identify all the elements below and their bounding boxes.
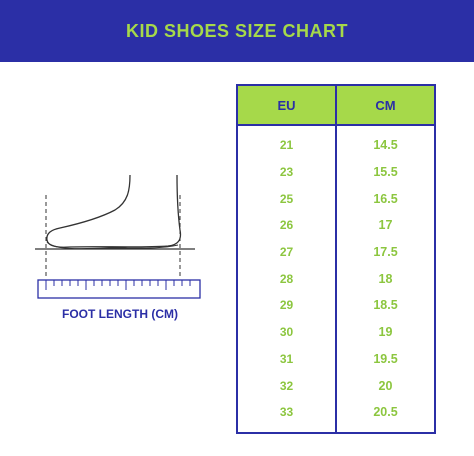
column-header-eu: EU: [277, 97, 296, 113]
eu-cell: 31: [279, 351, 294, 366]
eu-cell: 29: [279, 298, 294, 313]
eu-cell: 21: [279, 138, 294, 153]
size-table: EU CM 21 23 25 26 27 28 29 30 31 32 33 1…: [236, 84, 436, 434]
cm-cell: 14.5: [373, 138, 398, 153]
eu-cell: 30: [279, 325, 294, 340]
cm-cell: 18: [378, 271, 393, 286]
cm-cell: 17: [378, 218, 393, 233]
cm-column: 14.5 15.5 16.5 17 17.5 18 18.5 19 19.5 2…: [335, 126, 434, 432]
cm-cell: 20: [378, 378, 393, 393]
cm-cell: 19: [378, 325, 393, 340]
eu-cell: 26: [279, 218, 294, 233]
table-body: 21 23 25 26 27 28 29 30 31 32 33 14.5 15…: [238, 126, 434, 432]
table-header: EU CM: [238, 86, 434, 126]
cm-cell: 15.5: [373, 165, 398, 180]
eu-cell: 27: [279, 245, 294, 260]
eu-cell: 25: [279, 191, 294, 206]
eu-cell: 28: [279, 271, 294, 286]
cm-cell: 19.5: [373, 351, 398, 366]
cm-cell: 18.5: [373, 298, 398, 313]
eu-cell: 23: [279, 165, 294, 180]
eu-cell: 32: [279, 378, 294, 393]
eu-column: 21 23 25 26 27 28 29 30 31 32 33: [238, 126, 335, 432]
cm-cell: 16.5: [373, 191, 398, 206]
header-banner: KID SHOES SIZE CHART: [0, 0, 474, 62]
cm-cell: 17.5: [373, 245, 398, 260]
cm-cell: 20.5: [373, 405, 398, 420]
foot-length-caption: FOOT LENGTH (CM): [62, 307, 178, 321]
column-header-cm: CM: [335, 86, 434, 124]
eu-cell: 33: [279, 405, 294, 420]
foot-measurement-icon: [35, 174, 201, 299]
page-title: KID SHOES SIZE CHART: [125, 20, 349, 41]
